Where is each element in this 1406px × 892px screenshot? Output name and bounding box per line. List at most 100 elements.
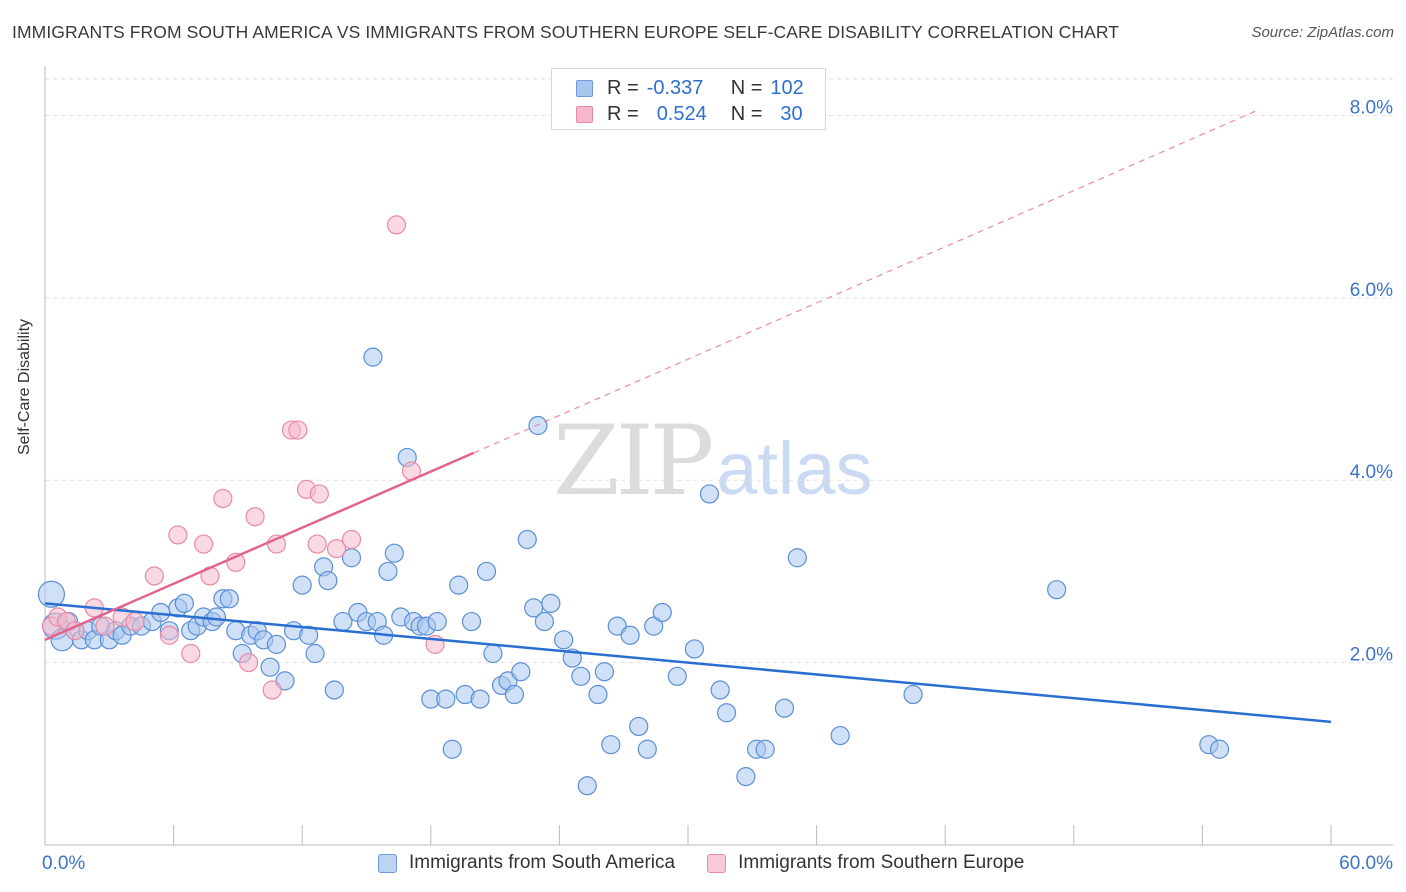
data-point-south-america (571, 666, 591, 686)
data-point-south-america (588, 684, 608, 705)
data-point-south-america (219, 589, 239, 609)
data-point-southern-europe (194, 534, 214, 554)
data-point-south-america (830, 725, 850, 746)
data-point-south-america (755, 739, 775, 759)
data-point-south-america (436, 689, 456, 709)
data-point-south-america (461, 611, 482, 632)
data-point-south-america (384, 543, 404, 563)
data-point-south-america (483, 643, 503, 664)
data-point-southern-europe (245, 507, 265, 527)
series-legend: Immigrants from South America Immigrants… (378, 852, 1056, 874)
data-point-south-america (299, 625, 319, 645)
data-point-south-america (601, 735, 621, 755)
legend-n-value: 102 (770, 76, 804, 99)
legend-swatch-south-america (378, 853, 397, 873)
legend-item-southern-europe: Immigrants from Southern Europe (707, 852, 1024, 874)
legend-n-label: N = (730, 102, 763, 125)
data-point-south-america (324, 680, 344, 700)
data-point-southern-europe (341, 529, 362, 550)
data-point-south-america (787, 548, 807, 568)
legend-label-southern-europe: Immigrants from Southern Europe (738, 852, 1025, 873)
y-tick-label: 6.0% (1350, 280, 1393, 301)
y-tick-label: 8.0% (1350, 97, 1393, 118)
data-point-south-america (736, 767, 756, 787)
data-point-southern-europe (309, 484, 329, 504)
data-point-southern-europe (213, 488, 233, 509)
data-point-southern-europe (144, 566, 164, 586)
data-point-southern-europe (181, 643, 201, 664)
trend-line-south-america (44, 602, 1332, 724)
data-point-south-america (594, 662, 615, 682)
legend-r-label: R = (607, 102, 639, 125)
legend-row-south-america: R = -0.337 N = 102 (576, 76, 804, 100)
data-point-southern-europe (168, 525, 188, 545)
legend-label-south-america: Immigrants from South America (409, 852, 676, 873)
data-point-southern-europe (307, 534, 327, 554)
data-point-south-america (541, 593, 561, 613)
x-tick-label: 0.0% (42, 853, 85, 874)
data-point-southern-europe (95, 616, 115, 636)
legend-item-south-america: Immigrants from South America (378, 852, 675, 874)
data-point-south-america (620, 625, 640, 645)
legend-swatch-south-america (576, 79, 593, 97)
legend-swatch-southern-europe (707, 853, 727, 873)
legend-n-label: N = (730, 76, 763, 99)
legend-r-value: 0.524 (656, 102, 707, 125)
trend-line-southern-europe (44, 451, 475, 641)
data-point-south-america (528, 415, 548, 436)
data-point-south-america (577, 776, 597, 796)
data-point-south-america (710, 680, 730, 700)
data-point-south-america (37, 580, 66, 608)
correlation-legend: R = -0.337 N = 102 R = 0.524 N = 30 (551, 68, 826, 130)
data-point-south-america (534, 611, 554, 632)
data-point-southern-europe (386, 215, 407, 235)
data-point-south-america (363, 347, 383, 367)
data-point-south-america (716, 703, 737, 723)
data-point-southern-europe (159, 625, 179, 645)
data-point-southern-europe (239, 653, 259, 673)
data-point-south-america (903, 684, 923, 705)
data-point-south-america (442, 739, 462, 759)
data-point-south-america (684, 639, 705, 659)
data-point-south-america (699, 484, 720, 504)
data-point-south-america (427, 611, 447, 632)
source-credit: Source: ZipAtlas.com (1251, 24, 1394, 41)
data-point-south-america (774, 698, 795, 718)
data-point-south-america (206, 607, 227, 627)
data-point-south-america (629, 716, 649, 737)
legend-row-southern-europe: R = 0.524 N = 30 (576, 102, 803, 126)
data-point-south-america (511, 662, 531, 682)
x-tick-label: 60.0% (1339, 853, 1393, 874)
data-point-south-america (174, 593, 194, 613)
data-point-south-america (667, 666, 687, 686)
legend-r-label: R = (607, 76, 639, 99)
data-point-south-america (504, 684, 524, 705)
watermark: ZIPatlas (553, 405, 873, 517)
data-point-south-america (470, 689, 490, 709)
chart-title: IMMIGRANTS FROM SOUTH AMERICA VS IMMIGRA… (12, 22, 1120, 42)
data-point-southern-europe (262, 680, 282, 700)
data-point-southern-europe (125, 611, 145, 632)
data-point-south-america (644, 616, 664, 636)
y-tick-label: 4.0% (1350, 462, 1393, 483)
data-point-south-america (305, 643, 325, 664)
trend-line-extension (473, 110, 1257, 454)
data-point-southern-europe (288, 420, 308, 440)
watermark-atlas: atlas (716, 427, 873, 510)
data-point-south-america (1047, 580, 1067, 600)
data-point-south-america (449, 575, 469, 595)
data-point-southern-europe (326, 539, 347, 559)
data-point-south-america (554, 630, 574, 650)
data-point-south-america (476, 561, 497, 582)
data-point-south-america (318, 570, 338, 591)
data-point-south-america (1209, 739, 1230, 759)
legend-r-value: -0.337 (646, 76, 704, 99)
data-point-south-america (378, 561, 398, 582)
data-point-south-america (260, 657, 280, 677)
data-point-south-america (652, 602, 672, 623)
watermark-zip: ZIP (553, 405, 714, 517)
y-axis-label: Self-Care Disability (16, 318, 33, 455)
data-point-south-america (637, 739, 657, 759)
legend-n-value: 30 (780, 102, 803, 125)
